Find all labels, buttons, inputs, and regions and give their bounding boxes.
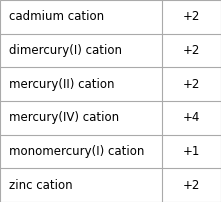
Text: dimercury(I) cation: dimercury(I) cation xyxy=(9,44,122,57)
Text: +2: +2 xyxy=(183,179,200,192)
Text: +2: +2 xyxy=(183,44,200,57)
Text: zinc cation: zinc cation xyxy=(9,179,72,192)
Text: +2: +2 xyxy=(183,78,200,91)
Text: +1: +1 xyxy=(183,145,200,158)
Text: monomercury(I) cation: monomercury(I) cation xyxy=(9,145,144,158)
Text: +4: +4 xyxy=(183,111,200,124)
Text: mercury(II) cation: mercury(II) cation xyxy=(9,78,114,91)
Text: cadmium cation: cadmium cation xyxy=(9,10,104,23)
Text: mercury(IV) cation: mercury(IV) cation xyxy=(9,111,119,124)
Text: +2: +2 xyxy=(183,10,200,23)
